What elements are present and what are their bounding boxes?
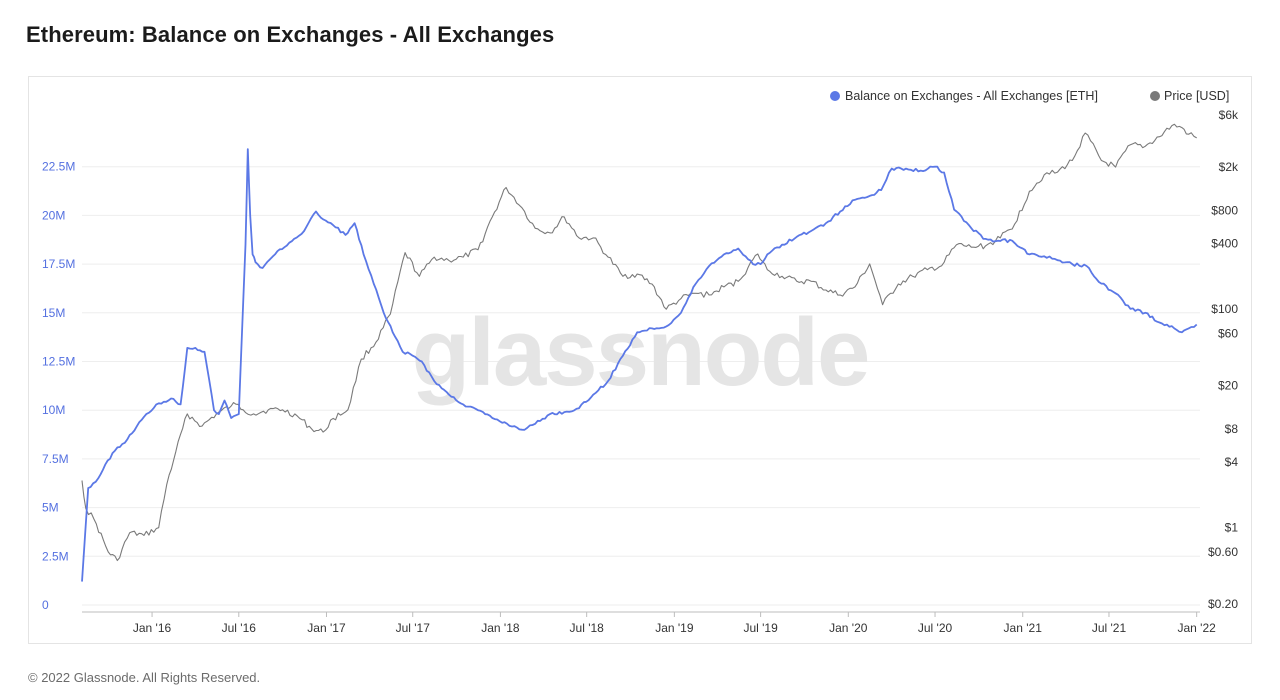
left-axis-tick-label: 20M — [42, 208, 65, 222]
left-axis-tick-label: 15M — [42, 306, 65, 320]
x-axis-tick-label: Jan '21 — [1004, 621, 1043, 635]
x-axis-tick-label: Jan '19 — [655, 621, 694, 635]
x-axis-tick-label: Jan '17 — [307, 621, 346, 635]
legend-marker-price — [1150, 91, 1160, 101]
right-axis-tick-label: $1 — [1225, 521, 1239, 535]
right-axis-ticks: $0.20 $0.60 $1 $4 $8 $20 $60 $100 $400 $800 $2k $6k — [1208, 108, 1239, 611]
left-axis-ticks: 0 2.5M 5M 7.5M 10M 12.5M 15M 17.5M 20M 22.5M — [42, 160, 75, 612]
grid-lines — [82, 166, 1200, 606]
series-line — [81, 148, 1198, 582]
legend: Balance on Exchanges - All Exchanges [ET… — [830, 89, 1229, 103]
x-axis-tick-label: Jul '21 — [1092, 621, 1127, 635]
x-axis-tick-label: Jan '20 — [829, 621, 868, 635]
right-axis-tick-label: $2k — [1219, 160, 1239, 174]
left-axis-tick-label: 10M — [42, 403, 65, 417]
legend-marker-balance — [830, 91, 840, 101]
right-axis-tick-label: $800 — [1211, 204, 1238, 218]
x-axis-tick-label: Jul '19 — [743, 621, 778, 635]
right-axis-tick-label: $0.20 — [1208, 597, 1238, 611]
left-axis-tick-label: 22.5M — [42, 160, 75, 174]
right-axis-tick-label: $4 — [1225, 455, 1239, 469]
x-axis-tick-label: Jul '18 — [570, 621, 605, 635]
left-axis-tick-label: 2.5M — [42, 549, 69, 563]
right-axis-tick-label: $6k — [1219, 108, 1239, 122]
series-line — [81, 123, 1197, 562]
left-axis-tick-label: 7.5M — [42, 452, 69, 466]
left-axis-tick-label: 17.5M — [42, 257, 75, 271]
legend-label-balance: Balance on Exchanges - All Exchanges [ET… — [845, 89, 1098, 103]
balance-series — [81, 148, 1198, 582]
right-axis-tick-label: $8 — [1225, 422, 1239, 436]
copyright-footer: © 2022 Glassnode. All Rights Reserved. — [28, 670, 261, 685]
x-axis-tick-label: Jul '20 — [918, 621, 953, 635]
right-axis-tick-label: $100 — [1211, 302, 1238, 316]
legend-label-price: Price [USD] — [1164, 89, 1229, 103]
right-axis-tick-label: $20 — [1218, 379, 1238, 393]
x-axis-tick-label: Jan '16 — [133, 621, 172, 635]
x-axis-tick-label: Jul '16 — [222, 621, 257, 635]
right-axis-tick-label: $60 — [1218, 326, 1238, 340]
right-axis-tick-label: $400 — [1211, 236, 1238, 250]
x-axis-tick-label: Jul '17 — [396, 621, 431, 635]
price-series — [81, 123, 1197, 562]
chart-frame — [28, 76, 1252, 644]
left-axis-tick-label: 5M — [42, 501, 59, 515]
right-axis-tick-label: $0.60 — [1208, 545, 1238, 559]
chart-title: Ethereum: Balance on Exchanges - All Exc… — [26, 22, 555, 47]
watermark-text: glassnode — [412, 299, 869, 406]
x-axis-tick-label: Jan '18 — [481, 621, 520, 635]
x-axis-ticks: Jan '16 Jul '16 Jan '17 Jul '17 Jan '18 Jul '… — [133, 612, 1216, 635]
x-axis-tick-label: Jan '22 — [1178, 621, 1217, 635]
left-axis-tick-label: 0 — [42, 598, 49, 612]
left-axis-tick-label: 12.5M — [42, 355, 75, 369]
